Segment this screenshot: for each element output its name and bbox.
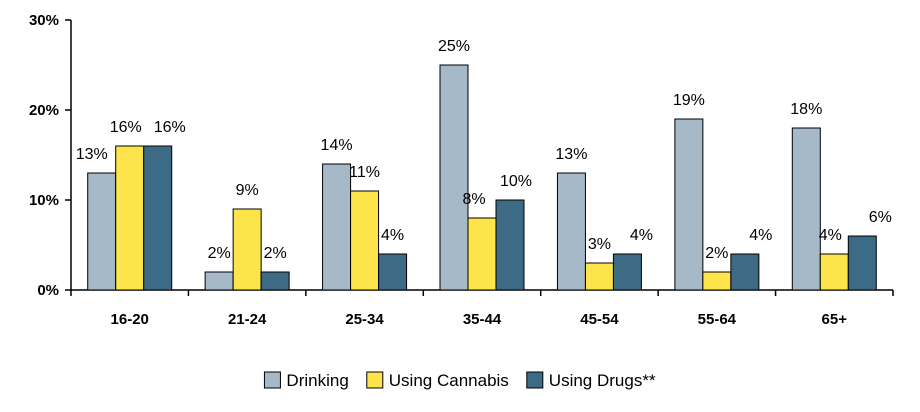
data-label: 11% xyxy=(349,164,380,181)
x-axis: 16-20 21-24 25-34 35-44 45-54 55-64 65+ xyxy=(70,289,894,328)
data-label: 4% xyxy=(630,227,653,244)
bar xyxy=(819,253,849,291)
bar xyxy=(495,199,525,291)
data-label: 10% xyxy=(500,173,532,190)
legend-label: Drinking xyxy=(286,371,348,390)
legend-label: Using Cannabis xyxy=(389,371,509,390)
y-tick-label: 10% xyxy=(29,192,59,209)
data-labels: 13%16% 16%2%9%2%14%11%4%25%8%10%13%3%4%19… xyxy=(76,38,892,262)
bar xyxy=(584,262,614,291)
data-label: 13% xyxy=(555,146,587,163)
bar xyxy=(730,253,760,291)
y-tick-label: 20% xyxy=(29,102,59,119)
data-label: 4% xyxy=(749,227,772,244)
data-label: 16% xyxy=(154,119,186,136)
bar xyxy=(847,235,877,291)
bar xyxy=(791,127,821,291)
bar xyxy=(115,145,145,291)
legend-swatch xyxy=(366,371,384,389)
data-label: 4% xyxy=(819,227,842,244)
data-label: 8% xyxy=(462,191,485,208)
x-tick-label: 16-20 xyxy=(111,311,149,328)
bar xyxy=(612,253,642,291)
bar xyxy=(439,64,469,291)
x-tick-label: 21-24 xyxy=(228,311,267,328)
bar xyxy=(87,172,117,291)
legend-item: Using Cannabis xyxy=(366,371,509,390)
data-label: 18% xyxy=(790,101,822,118)
data-label: 4% xyxy=(381,227,404,244)
data-label: 9% xyxy=(236,182,259,199)
bar xyxy=(556,172,586,291)
bar xyxy=(674,118,704,291)
data-label: 19% xyxy=(673,92,705,109)
bars xyxy=(87,64,877,291)
x-tick-label: 65+ xyxy=(822,311,848,328)
legend-item: Drinking xyxy=(263,371,349,390)
y-axis: 0% 10% 20% 30% xyxy=(29,12,72,299)
x-tick-label: 35-44 xyxy=(463,311,502,328)
legend-swatch xyxy=(263,371,281,389)
bar xyxy=(260,271,290,291)
bar xyxy=(378,253,408,291)
legend-label: Using Drugs** xyxy=(549,371,656,390)
y-tick-label: 30% xyxy=(29,12,59,29)
data-label: 2% xyxy=(264,245,287,262)
legend-item: Using Drugs** xyxy=(526,371,656,390)
data-label: 2% xyxy=(705,245,728,262)
bar xyxy=(467,217,497,291)
y-tick-label: 0% xyxy=(37,282,59,299)
bar xyxy=(232,208,262,291)
data-label: 25% xyxy=(438,38,470,55)
data-label: 2% xyxy=(208,245,231,262)
bar xyxy=(702,271,732,291)
data-label: 3% xyxy=(588,236,611,253)
data-label: 14% xyxy=(321,137,353,154)
bar xyxy=(350,190,380,291)
bar xyxy=(322,163,352,291)
data-label: 13% xyxy=(76,146,108,163)
x-tick-label: 25-34 xyxy=(345,311,384,328)
x-tick-label: 45-54 xyxy=(580,311,619,328)
data-label: 6% xyxy=(869,209,892,226)
bar xyxy=(143,145,173,291)
legend: Drinking Using Cannabis Using Drugs** xyxy=(263,371,656,390)
x-tick-label: 55-64 xyxy=(698,311,737,328)
data-label: 16% xyxy=(110,119,142,136)
legend-swatch xyxy=(526,371,544,389)
bar xyxy=(204,271,234,291)
